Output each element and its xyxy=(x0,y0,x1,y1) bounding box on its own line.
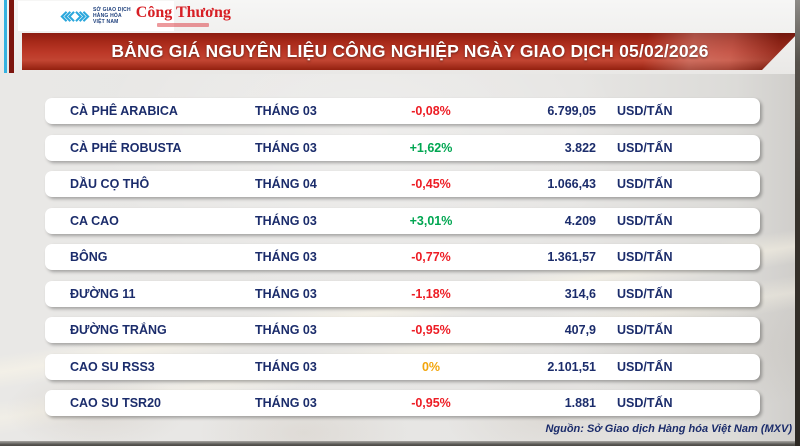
commodity-name: CÀ PHÊ ARABICA xyxy=(70,104,178,118)
change-percent: -0,95% xyxy=(411,396,451,410)
congthuong-logo-text: Công Thương xyxy=(135,4,231,21)
mxv-org-name: SỞ GIAO DỊCH HÀNG HÓA VIỆT NAM xyxy=(93,7,131,25)
contract-month: THÁNG 03 xyxy=(255,140,317,155)
contract-month: THÁNG 03 xyxy=(255,323,317,337)
change-percent: -0,77% xyxy=(411,250,451,264)
contract-month: THÁNG 03 xyxy=(255,359,317,374)
price-value: 3.822 xyxy=(564,140,596,155)
price-value: 6.799,05 xyxy=(547,104,596,118)
contract-month: THÁNG 04 xyxy=(255,177,317,191)
commodity-name: CA CAO xyxy=(70,213,119,228)
price-unit: USD/TẤN xyxy=(617,359,673,374)
congthuong-tagline-bar xyxy=(157,23,210,27)
price-table: CÀ PHÊ ARABICA THÁNG 03 -0,08% 6.799,05 … xyxy=(45,98,760,416)
table-row: ĐƯỜNG 11 THÁNG 03 -1,18% 314,6 USD/TẤN xyxy=(45,280,760,307)
price-value: 1.066,43 xyxy=(547,177,596,191)
change-percent: +1,62% xyxy=(409,140,453,155)
commodity-name: BÔNG xyxy=(70,250,108,264)
change-cell: -1,18% xyxy=(346,287,516,301)
price-value: 2.101,51 xyxy=(547,359,596,374)
logo-bar: SỞ GIAO DỊCH HÀNG HÓA VIỆT NAM Công Thươ… xyxy=(18,1,231,31)
price-unit: USD/TẤN xyxy=(617,140,673,155)
table-row: BÔNG THÁNG 03 -0,77% 1.361,57 USD/TẤN xyxy=(45,244,760,270)
table-row: DẦU CỌ THÔ THÁNG 04 -0,45% 1.066,43 USD/… xyxy=(45,171,760,197)
change-cell: +3,01% xyxy=(346,214,516,228)
contract-month: THÁNG 03 xyxy=(255,213,317,228)
table-row: CAO SU TSR20 THÁNG 03 -0,95% 1.881 USD/T… xyxy=(45,390,760,416)
change-cell: -0,95% xyxy=(346,323,516,337)
bottom-edge-band xyxy=(0,441,800,446)
contract-month: THÁNG 03 xyxy=(255,104,317,118)
price-value: 1.361,57 xyxy=(547,250,596,264)
mxv-chevrons-icon xyxy=(60,10,90,22)
price-unit: USD/TẤN xyxy=(617,213,673,228)
left-accent-stripe-red xyxy=(9,0,14,73)
contract-month: THÁNG 03 xyxy=(255,396,317,410)
page-title: BẢNG GIÁ NGUYÊN LIỆU CÔNG NGHIỆP NGÀY GI… xyxy=(111,41,709,61)
commodity-name: ĐƯỜNG 11 xyxy=(70,286,136,301)
change-cell: -0,08% xyxy=(346,104,516,118)
commodity-name: DẦU CỌ THÔ xyxy=(70,177,150,191)
change-cell: +1,62% xyxy=(346,141,516,155)
price-unit: USD/TẤN xyxy=(617,396,673,410)
price-value: 1.881 xyxy=(564,396,596,410)
price-unit: USD/TẤN xyxy=(617,104,673,118)
table-row: CÀ PHÊ ARABICA THÁNG 03 -0,08% 6.799,05 … xyxy=(45,98,760,124)
change-percent: 0% xyxy=(421,359,441,374)
title-banner: BẢNG GIÁ NGUYÊN LIỆU CÔNG NGHIỆP NGÀY GI… xyxy=(22,33,798,70)
change-percent: -0,08% xyxy=(411,104,451,118)
contract-month: THÁNG 03 xyxy=(255,250,317,264)
table-row: CA CAO THÁNG 03 +3,01% 4.209 USD/TẤN xyxy=(45,207,760,234)
change-cell: 0% xyxy=(346,360,516,374)
change-cell: -0,77% xyxy=(346,250,516,264)
price-unit: USD/TẤN xyxy=(617,323,673,337)
source-note: Nguồn: Sở Giao dịch Hàng hóa Việt Nam (M… xyxy=(545,423,792,435)
right-edge-band xyxy=(795,0,800,446)
mxv-org-line: VIỆT NAM xyxy=(93,19,119,25)
left-accent-stripe-cyan xyxy=(4,0,7,73)
table-row: CAO SU RSS3 THÁNG 03 0% 2.101,51 USD/TẤN xyxy=(45,353,760,380)
price-value: 4.209 xyxy=(564,213,596,228)
price-unit: USD/TẤN xyxy=(617,286,673,301)
congthuong-logo: Công Thương xyxy=(136,5,231,27)
change-percent: -0,95% xyxy=(411,323,451,337)
table-row: ĐƯỜNG TRẮNG THÁNG 03 -0,95% 407,9 USD/TẤ… xyxy=(45,317,760,343)
change-percent: -1,18% xyxy=(411,286,451,301)
change-percent: -0,45% xyxy=(411,177,451,191)
table-row: CÀ PHÊ ROBUSTA THÁNG 03 +1,62% 3.822 USD… xyxy=(45,134,760,161)
commodity-name: CAO SU RSS3 xyxy=(70,359,155,374)
commodity-name: CAO SU TSR20 xyxy=(70,396,161,410)
mxv-org-line: HÀNG HÓA xyxy=(93,13,122,19)
change-percent: +3,01% xyxy=(409,213,453,228)
header: SỞ GIAO DỊCH HÀNG HÓA VIỆT NAM Công Thươ… xyxy=(0,0,800,74)
commodity-name: CÀ PHÊ ROBUSTA xyxy=(70,140,182,155)
price-unit: USD/TẤN xyxy=(617,177,673,191)
commodity-name: ĐƯỜNG TRẮNG xyxy=(70,323,167,337)
mxv-org-line: SỞ GIAO DỊCH xyxy=(93,7,131,13)
price-value: 314,6 xyxy=(564,286,596,301)
price-value: 407,9 xyxy=(564,323,596,337)
contract-month: THÁNG 03 xyxy=(255,286,317,301)
change-cell: -0,45% xyxy=(346,177,516,191)
change-cell: -0,95% xyxy=(346,396,516,410)
price-unit: USD/TẤN xyxy=(617,250,673,264)
